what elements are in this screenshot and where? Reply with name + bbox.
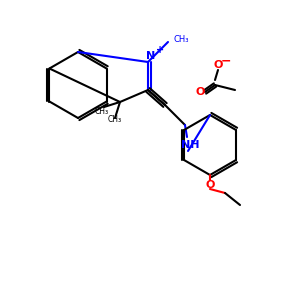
Text: CH₃: CH₃: [173, 34, 188, 43]
Text: −: −: [221, 55, 231, 68]
Text: CH₃: CH₃: [95, 107, 109, 116]
Text: NH: NH: [181, 140, 199, 150]
Text: O: O: [205, 180, 215, 190]
Text: CH₃: CH₃: [108, 116, 122, 124]
Text: +: +: [156, 45, 164, 55]
Text: O: O: [195, 87, 205, 97]
Text: O: O: [213, 60, 223, 70]
Text: N: N: [146, 51, 156, 61]
